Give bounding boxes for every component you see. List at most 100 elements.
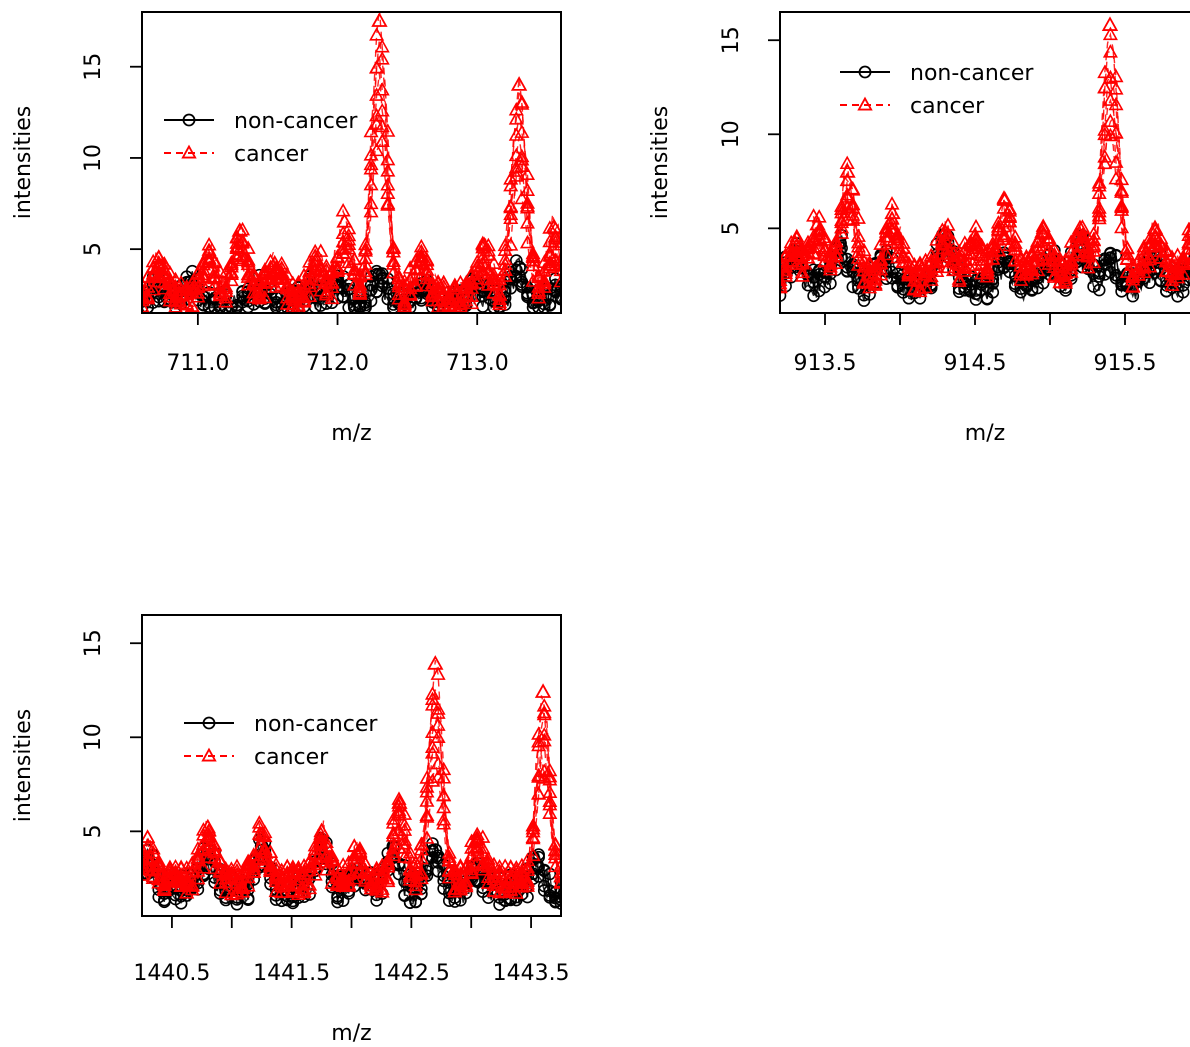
data-point-triangle [514, 96, 530, 110]
data-point-triangle [262, 253, 279, 268]
data-point-triangle [285, 286, 301, 301]
data-point-triangle [536, 254, 552, 268]
data-point-triangle [923, 247, 939, 262]
data-point-triangle [1114, 184, 1130, 198]
data-point-triangle [380, 123, 396, 137]
data-point-triangle [469, 263, 485, 278]
data-point-triangle [419, 807, 435, 821]
data-point-triangle [335, 871, 351, 886]
data-point-triangle [173, 878, 189, 892]
data-point-triangle [352, 843, 368, 857]
data-point-triangle [257, 273, 273, 288]
data-point-triangle [385, 264, 401, 279]
data-point-triangle [1030, 247, 1046, 261]
data-point-triangle [492, 271, 508, 286]
data-point-triangle [385, 847, 401, 862]
data-point-triangle [195, 254, 211, 268]
plot-area [780, 16, 1190, 307]
data-point-triangle [257, 824, 273, 839]
data-point-triangle [363, 195, 379, 210]
data-point-triangle [424, 697, 441, 711]
data-point-circle [403, 896, 417, 909]
y-tick-label: 15 [81, 53, 106, 81]
data-point-triangle [251, 288, 267, 302]
chart-panel-914: 913.5 914.5 915.5 5 10 15 m/z intensities non-ca… [648, 11, 1190, 446]
data-point-triangle [895, 247, 911, 261]
data-point-triangle [424, 285, 441, 299]
data-point-triangle [458, 877, 474, 891]
data-point-triangle [391, 807, 407, 821]
y-tick-label: 15 [81, 629, 106, 657]
peak-point-triangle [391, 794, 408, 809]
data-point-triangle [884, 221, 900, 235]
y-tick-label: 10 [81, 144, 106, 172]
data-point-triangle [1086, 243, 1102, 257]
data-point-triangle [391, 268, 407, 283]
data-point-triangle [419, 770, 435, 784]
data-point-triangle [441, 863, 457, 877]
data-point-triangle [436, 761, 452, 776]
legend-circle-marker [858, 65, 872, 79]
y-axis-title: intensities [11, 709, 36, 822]
data-point-triangle [145, 253, 161, 268]
data-point-triangle [1041, 233, 1057, 247]
series-cancer [142, 12, 561, 313]
data-point-triangle [1007, 252, 1023, 267]
data-point-triangle [335, 245, 351, 259]
y-tick-label: 15 [719, 26, 744, 54]
y-axis-title: intensities [648, 106, 673, 219]
legend: non-cancer cancer [164, 109, 358, 167]
data-point-triangle [184, 281, 200, 295]
data-point-triangle [822, 259, 838, 273]
data-point-circle [986, 286, 1000, 299]
data-point-triangle [553, 875, 561, 889]
data-point-triangle [906, 258, 922, 272]
data-point-triangle [179, 884, 195, 899]
peak-point-triangle [936, 223, 954, 238]
data-point-triangle [929, 254, 945, 269]
data-point-circle [1087, 267, 1100, 281]
data-point-triangle [940, 225, 956, 240]
data-point-triangle [142, 292, 150, 307]
data-point-triangle [419, 779, 435, 793]
data-point-triangle [822, 249, 838, 263]
data-point-triangle [380, 873, 396, 888]
data-point-triangle [1030, 239, 1046, 254]
data-point-triangle [142, 287, 150, 301]
data-point-triangle [251, 850, 267, 865]
data-point-triangle [968, 237, 984, 251]
data-point-triangle [380, 177, 396, 191]
data-point-triangle [145, 281, 161, 296]
data-point-triangle [380, 163, 396, 177]
data-point-triangle [834, 198, 850, 212]
data-point-triangle [469, 259, 485, 273]
peak-point-triangle [534, 683, 552, 698]
peak-point-triangle [413, 247, 430, 263]
data-point-triangle [419, 809, 435, 823]
data-point-triangle [212, 863, 228, 877]
data-point-triangle [525, 830, 541, 845]
plot-area [142, 12, 561, 313]
data-point-triangle [531, 726, 547, 740]
data-point-triangle [519, 200, 536, 214]
legend-triangle-marker [181, 144, 197, 159]
data-point-triangle [142, 841, 150, 856]
data-point-triangle [397, 836, 413, 850]
data-point-triangle [257, 843, 273, 858]
data-point-triangle [547, 228, 561, 243]
data-point-triangle [789, 244, 805, 259]
data-point-triangle [1024, 263, 1040, 277]
data-point-triangle [951, 273, 967, 287]
data-point-triangle [1035, 220, 1051, 234]
data-point-triangle [285, 865, 301, 880]
data-point-triangle [223, 264, 239, 278]
data-point-triangle [497, 874, 513, 889]
data-point-triangle [268, 265, 284, 279]
data-point-triangle [1153, 237, 1169, 252]
data-point-triangle [525, 245, 541, 260]
peak-point-triangle [786, 234, 804, 250]
data-point-triangle [218, 874, 234, 888]
data-point-circle [537, 884, 551, 897]
data-point-triangle [1175, 253, 1190, 267]
data-point-triangle [553, 237, 561, 251]
